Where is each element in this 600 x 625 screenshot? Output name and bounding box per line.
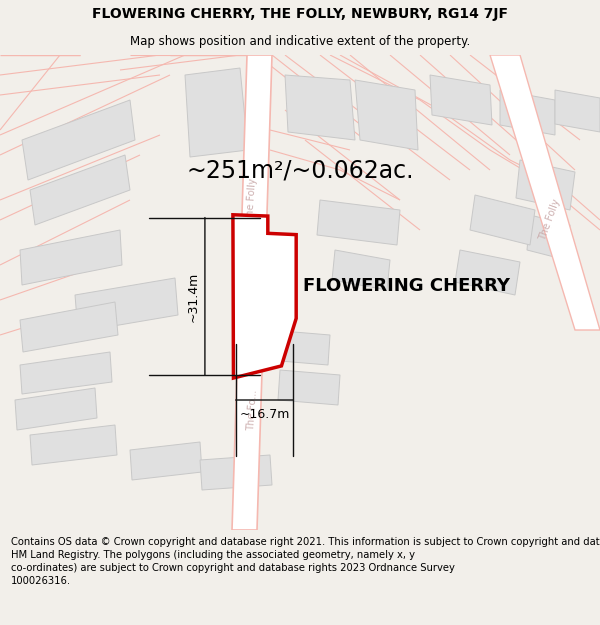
Polygon shape bbox=[30, 155, 130, 225]
Polygon shape bbox=[20, 230, 122, 285]
Polygon shape bbox=[285, 75, 355, 140]
Polygon shape bbox=[430, 75, 492, 125]
Text: FLOWERING CHERRY, THE FOLLY, NEWBURY, RG14 7JF: FLOWERING CHERRY, THE FOLLY, NEWBURY, RG… bbox=[92, 7, 508, 21]
Polygon shape bbox=[185, 68, 248, 157]
Polygon shape bbox=[30, 425, 117, 465]
Polygon shape bbox=[516, 160, 575, 210]
Polygon shape bbox=[232, 55, 272, 530]
Polygon shape bbox=[20, 352, 112, 394]
Polygon shape bbox=[332, 250, 390, 290]
Text: Contains OS data © Crown copyright and database right 2021. This information is : Contains OS data © Crown copyright and d… bbox=[11, 537, 600, 586]
Polygon shape bbox=[20, 302, 118, 352]
Text: The Fo...: The Fo... bbox=[245, 389, 259, 431]
Polygon shape bbox=[15, 388, 97, 430]
Polygon shape bbox=[130, 442, 202, 480]
Text: The Folly: The Folly bbox=[538, 198, 562, 242]
Polygon shape bbox=[278, 370, 340, 405]
Text: The Folly: The Folly bbox=[245, 178, 259, 222]
Polygon shape bbox=[355, 80, 418, 150]
Text: ~31.4m: ~31.4m bbox=[187, 271, 199, 321]
Polygon shape bbox=[22, 100, 135, 180]
Polygon shape bbox=[500, 90, 555, 135]
Polygon shape bbox=[470, 195, 535, 245]
Polygon shape bbox=[455, 250, 520, 295]
Text: ~251m²/~0.062ac.: ~251m²/~0.062ac. bbox=[186, 158, 414, 182]
Polygon shape bbox=[317, 200, 400, 245]
Polygon shape bbox=[268, 330, 330, 365]
Polygon shape bbox=[233, 215, 296, 378]
Text: FLOWERING CHERRY: FLOWERING CHERRY bbox=[302, 278, 509, 296]
Text: Map shows position and indicative extent of the property.: Map shows position and indicative extent… bbox=[130, 35, 470, 48]
Polygon shape bbox=[200, 455, 272, 490]
Text: ~16.7m: ~16.7m bbox=[239, 409, 290, 421]
Polygon shape bbox=[527, 215, 570, 260]
Polygon shape bbox=[555, 90, 600, 132]
Polygon shape bbox=[490, 55, 600, 330]
Polygon shape bbox=[75, 278, 178, 332]
